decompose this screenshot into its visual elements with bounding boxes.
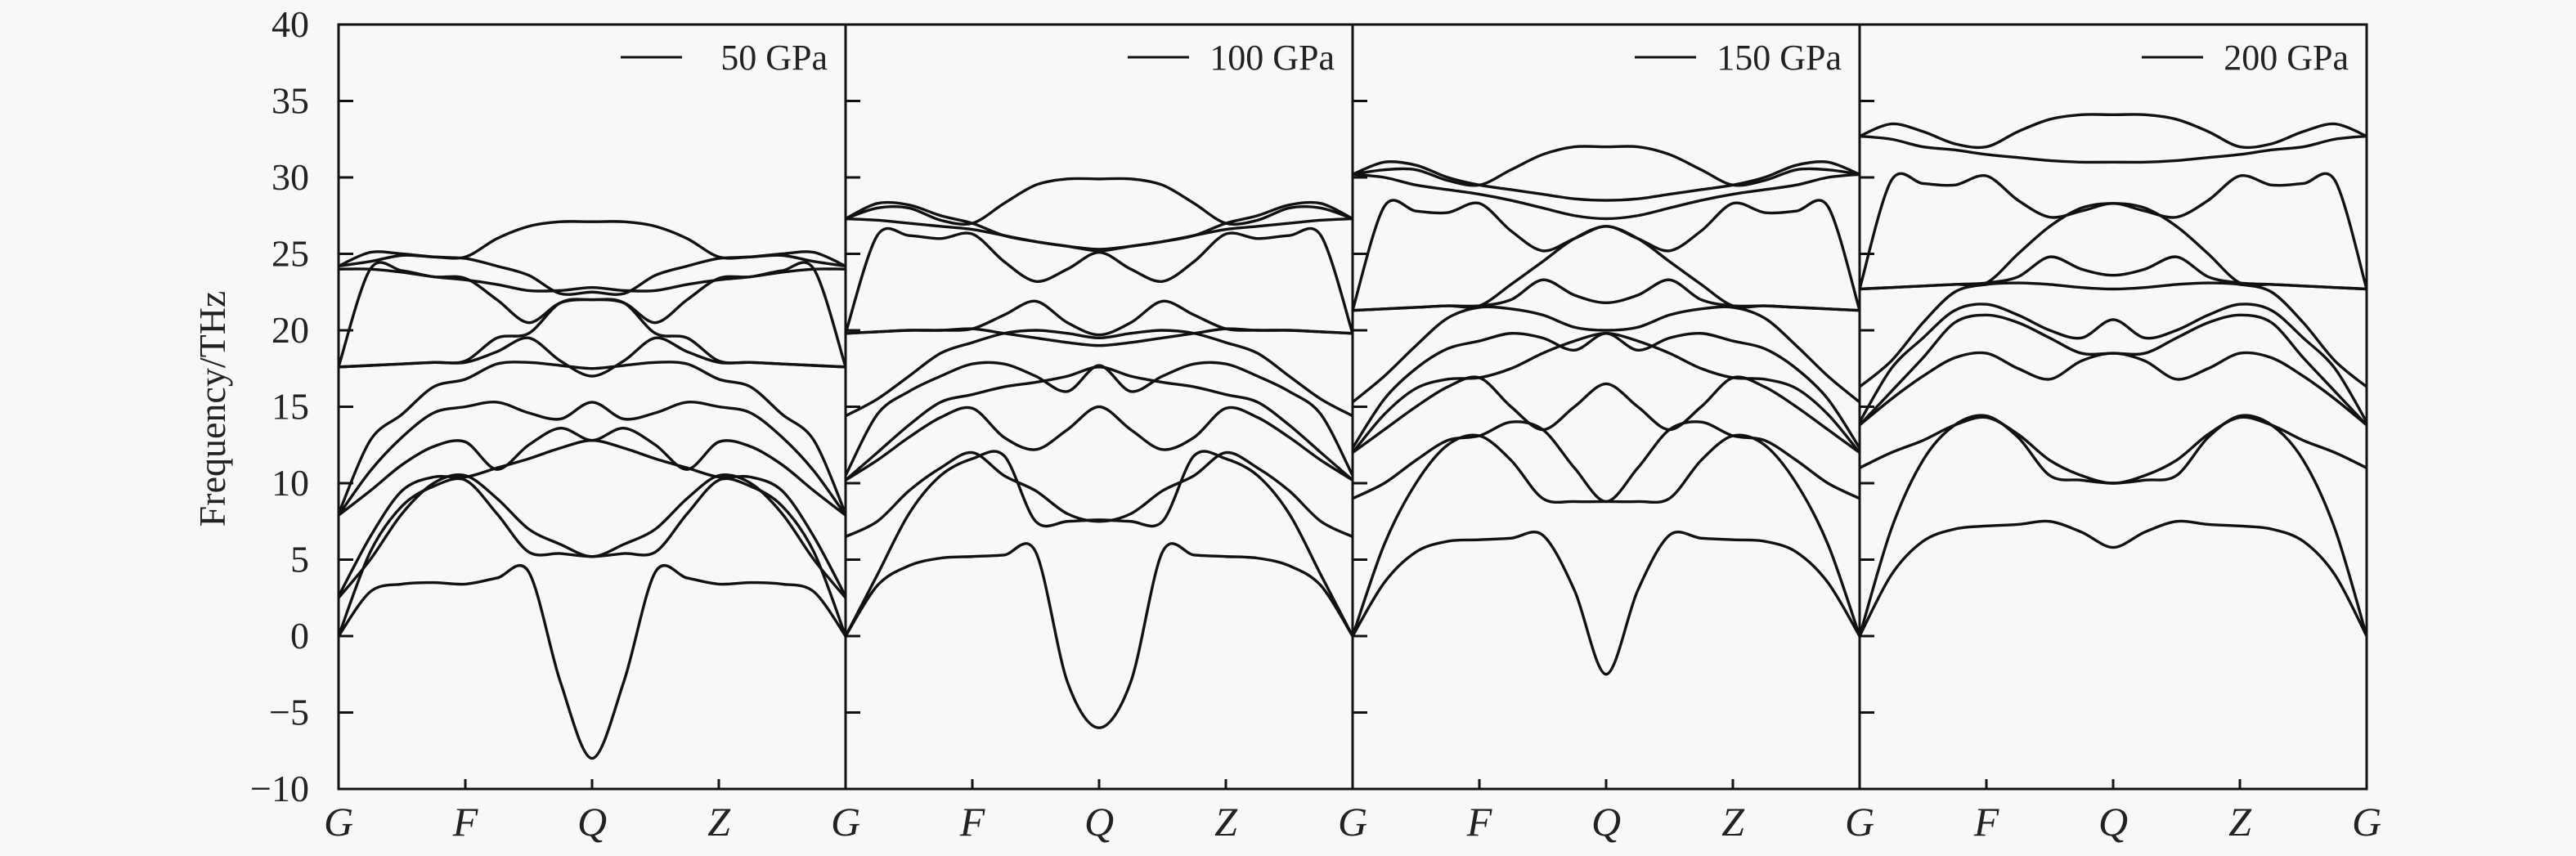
y-tick-label: 40 bbox=[272, 3, 309, 45]
phonon-band bbox=[1858, 414, 2368, 637]
phonon-band bbox=[1858, 519, 2368, 637]
y-tick-label: 20 bbox=[272, 309, 309, 351]
phonon-band bbox=[1859, 202, 2367, 291]
x-tick-label-Z: Z bbox=[707, 799, 731, 845]
x-tick-label-Z: Z bbox=[1721, 799, 1745, 845]
x-tick-label-F: F bbox=[959, 799, 985, 845]
panels: G F Q Z G 50 GPa F Q Z G 100 GPa F Q Z G 150 GPa F Q Z G 200… bbox=[324, 23, 2381, 845]
phonon-band bbox=[845, 299, 1353, 337]
x-tick-label-Q: Q bbox=[577, 799, 607, 845]
legend-label: 100 GPa bbox=[1209, 38, 1335, 78]
phonon-band bbox=[1352, 160, 1860, 202]
x-tick-label-G: G bbox=[1338, 799, 1367, 845]
x-tick-label-G: G bbox=[2352, 799, 2381, 845]
phonon-band bbox=[1859, 113, 2367, 150]
phonon-band bbox=[845, 450, 1353, 538]
panel-150-gpa: F Q Z G 150 GPa bbox=[1351, 23, 1874, 845]
y-tick-label: 30 bbox=[272, 156, 309, 198]
x-tick-label-Q: Q bbox=[1591, 799, 1621, 845]
phonon-band bbox=[1352, 375, 1860, 454]
phonon-band bbox=[1352, 420, 1860, 504]
phonon-band bbox=[1858, 313, 2368, 427]
x-tick-label-Q: Q bbox=[2098, 799, 2128, 845]
phonon-band bbox=[844, 226, 1354, 334]
y-axis-label: Frequency/THz bbox=[191, 291, 233, 527]
x-tick-label-Q: Q bbox=[1084, 799, 1114, 845]
y-tick-label: 0 bbox=[290, 615, 309, 657]
x-tick-label-F: F bbox=[452, 799, 478, 845]
phonon-band bbox=[338, 267, 846, 293]
y-tick-label: 35 bbox=[272, 80, 309, 122]
y-tick-label: −5 bbox=[269, 692, 309, 733]
phonon-band bbox=[337, 426, 847, 517]
phonon-band bbox=[844, 361, 1354, 477]
phonon-band bbox=[1859, 415, 2367, 485]
panel-100-gpa: F Q Z G 100 GPa bbox=[844, 23, 1367, 845]
phonon-band bbox=[845, 177, 1353, 226]
phonon-band bbox=[844, 450, 1354, 637]
x-tick-label-Z: Z bbox=[1214, 799, 1238, 845]
phonon-band bbox=[1352, 145, 1860, 187]
panel-200-gpa: F Q Z G 200 GPa bbox=[1858, 23, 2381, 845]
phonon-band bbox=[1858, 351, 2368, 427]
phonon-band bbox=[845, 405, 1353, 482]
phonon-band bbox=[1859, 134, 2367, 164]
phonon-band bbox=[337, 261, 847, 368]
phonon-band bbox=[338, 298, 846, 369]
panel-frame bbox=[337, 23, 847, 791]
phonon-band bbox=[1858, 303, 2368, 424]
phonon-band bbox=[337, 473, 847, 599]
phonon-band bbox=[1351, 433, 1861, 637]
y-tick-label: 25 bbox=[272, 233, 309, 275]
y-tick-label: 5 bbox=[290, 539, 309, 580]
phonon-band bbox=[1858, 172, 2368, 289]
x-tick-label-G: G bbox=[831, 799, 860, 845]
phonon-band bbox=[845, 329, 1353, 418]
legend-label: 50 GPa bbox=[720, 38, 828, 78]
x-tick-label-G: G bbox=[1845, 799, 1874, 845]
y-tick-label: 10 bbox=[272, 462, 309, 504]
x-tick-label-Z: Z bbox=[2228, 799, 2252, 845]
phonon-band bbox=[844, 542, 1354, 729]
phonon-band bbox=[337, 401, 847, 517]
phonon-band bbox=[1351, 331, 1861, 449]
phonon-band bbox=[337, 361, 847, 515]
phonon-band bbox=[845, 200, 1353, 251]
phonon-band bbox=[1351, 332, 1861, 454]
legend-label: 150 GPa bbox=[1717, 38, 1842, 78]
phonon-band bbox=[337, 564, 847, 760]
phonon-band bbox=[1351, 531, 1861, 676]
x-tick-label-F: F bbox=[1466, 799, 1492, 845]
phonon-band bbox=[1351, 305, 1861, 404]
panel-frame bbox=[1858, 23, 2368, 791]
x-tick-label-G: G bbox=[324, 799, 353, 845]
x-tick-label-F: F bbox=[1973, 799, 1999, 845]
phonon-band bbox=[844, 365, 1354, 482]
phonon-band bbox=[845, 217, 1353, 253]
y-tick-label: 15 bbox=[272, 386, 309, 428]
y-tick-labels: −10 −5 0 5 10 15 20 25 30 35 40 bbox=[250, 3, 309, 809]
phonon-band bbox=[1352, 225, 1860, 312]
phonon-band bbox=[338, 336, 846, 378]
phonon-band bbox=[338, 220, 846, 268]
phonon-band bbox=[337, 438, 847, 598]
legend-label: 200 GPa bbox=[2224, 38, 2349, 78]
phonon-band bbox=[1351, 199, 1861, 311]
phonon-band bbox=[1858, 281, 2368, 388]
y-tick-label: −10 bbox=[250, 768, 309, 809]
panel-50-gpa: G F Q Z G 50 GPa bbox=[324, 23, 860, 845]
phonon-band bbox=[1352, 173, 1860, 221]
